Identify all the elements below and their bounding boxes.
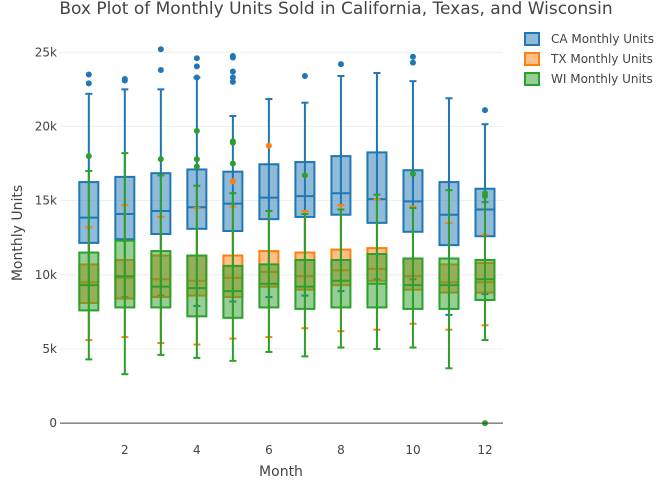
chart-title: Box Plot of Monthly Units Sold in Califo… [59,0,612,19]
ca-outlier-point [229,52,236,59]
ca-outlier-point [193,63,200,70]
x-axis-label: Month [259,464,303,480]
wi-iqr-box [114,239,136,309]
wi-outlier-point [301,172,308,179]
wi-iqr-box [438,257,460,310]
ca-outlier-point [409,59,416,66]
wi-box-month-8 [330,208,352,349]
wi-box-month-6 [258,210,280,353]
ca-outlier-point [481,107,488,114]
y-tick-label: 15k [35,194,57,208]
wi-iqr-box [402,257,424,310]
ca-iqr-box [294,161,316,218]
ca-outlier-point [85,71,92,78]
wi-outlier-point [481,190,488,197]
wi-iqr-box [294,258,316,310]
wi-box-month-5 [222,138,244,362]
ca-outlier-point [301,72,308,79]
wi-box-month-2 [114,152,136,376]
ca-legend-label: CA Monthly Units [551,32,654,46]
x-tick-label: 8 [337,443,345,457]
wi-box-month-9 [366,193,388,350]
ca-outlier-point [121,75,128,82]
ca-outlier-point [193,74,200,81]
wi-iqr-box [78,251,100,312]
boxes-layer [78,46,496,427]
ca-outlier-point [409,53,416,60]
ca-outlier-point [229,74,236,81]
tx-outlier-point [265,142,272,149]
wi-box-month-12 [474,190,496,427]
wi-legend-item: WI Monthly Units [524,72,653,86]
ca-outlier-point [229,78,236,85]
ca-outlier-point [85,80,92,87]
wi-box-month-3 [150,156,172,356]
y-tick-label: 25k [35,45,57,59]
wi-box-month-4 [186,127,208,359]
wi-legend-label: WI Monthly Units [551,72,653,86]
x-tick-label: 4 [193,443,201,457]
wi-outlier-point [409,170,416,177]
wi-outlier-point [229,138,236,145]
ca-outlier-point [337,61,344,68]
y-axis-label: Monthly Units [10,185,26,281]
wi-box-month-10 [402,170,424,349]
ca-outlier-point [157,67,164,74]
wi-iqr-box [330,258,352,309]
wi-outlier-point [193,156,200,163]
tx-legend-item: TX Monthly Units [524,52,653,66]
x-tick-label: 10 [405,443,420,457]
wi-outlier-point [85,153,92,160]
wi-box-month-7 [294,172,316,358]
axes-layer: 0 5k 10k 15k 20k 25k 2 4 6 8 10 12 [35,45,503,457]
x-tick-label: 6 [265,443,273,457]
wi-outlier-point [157,156,164,163]
wi-outlier-point [193,163,200,170]
y-tick-label: 0 [49,416,57,430]
legend: CA Monthly Units TX Monthly Units WI Month… [524,32,654,86]
wi-iqr-box [150,250,172,309]
tx-outlier-point [229,178,236,185]
wi-outlier-point [193,127,200,134]
wi-box-month-11 [438,189,460,370]
wi-iqr-box [366,253,388,309]
ca-outlier-point [229,68,236,75]
wi-iqr-box [186,254,208,318]
ca-outlier-point [157,46,164,53]
wi-box-month-1 [78,153,100,361]
x-tick-label: 12 [477,443,492,457]
wi-outlier-point [229,160,236,167]
tx-legend-label: TX Monthly Units [550,52,653,66]
y-tick-label: 10k [35,268,57,282]
wi-iqr-box [258,263,280,309]
ca-outlier-point [193,55,200,62]
ca-legend-item: CA Monthly Units [524,32,654,46]
wi-legend-swatch [524,72,540,86]
y-tick-label: 20k [35,119,57,133]
ca-legend-swatch [524,32,540,46]
x-tick-label: 2 [121,443,129,457]
y-tick-label: 5k [42,342,57,356]
tx-legend-swatch [524,52,540,66]
